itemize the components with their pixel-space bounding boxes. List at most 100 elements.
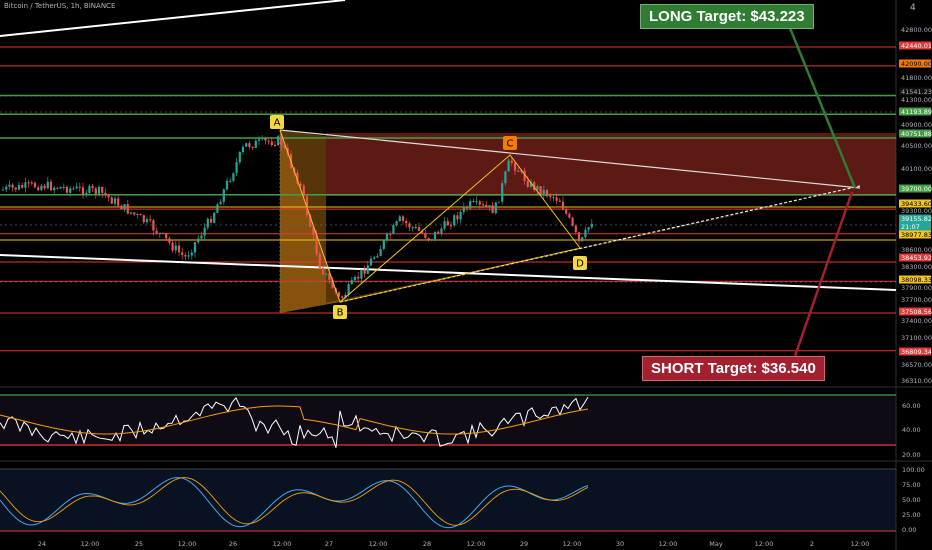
candle-body xyxy=(136,213,139,215)
candle-body xyxy=(485,205,488,208)
stoch-axis-label: 50.00 xyxy=(902,496,921,504)
bd-zone xyxy=(326,188,860,303)
candle-body xyxy=(312,226,315,236)
stoch-axis-label: 100.00 xyxy=(902,466,925,474)
candle-body xyxy=(353,276,357,281)
time-axis-label: 12:00 xyxy=(273,540,292,548)
price-tag-bg xyxy=(899,59,931,68)
candle-body xyxy=(350,280,353,285)
candle-body xyxy=(197,238,200,243)
triangle-bottom xyxy=(339,185,861,303)
candle-body xyxy=(443,221,446,229)
candle-body xyxy=(309,215,312,227)
candle-body xyxy=(145,219,149,223)
point-b-badge xyxy=(333,305,347,319)
price-axis-label: 41193.89 xyxy=(901,108,932,116)
price-axis-label: 42090.00 xyxy=(901,60,932,68)
candle-body xyxy=(88,186,91,193)
candle-body xyxy=(571,217,574,226)
candle-body xyxy=(229,180,232,182)
candle-body xyxy=(513,162,517,171)
candle-body xyxy=(517,170,520,172)
candle-body xyxy=(280,136,283,146)
candle-body xyxy=(8,184,11,187)
candle-body xyxy=(453,215,456,226)
price-tag-bg xyxy=(899,214,931,223)
candle-body xyxy=(5,186,8,190)
price-axis-label: 39700.00 xyxy=(901,185,932,193)
short-target-arrow xyxy=(793,191,854,357)
candle-body xyxy=(481,204,485,206)
candle-body xyxy=(456,215,459,220)
stoch-k-line xyxy=(0,477,589,529)
price-axis-label: 21:07 xyxy=(901,223,920,231)
candle-body xyxy=(555,197,558,201)
point-a-badge xyxy=(270,115,284,129)
candle-body xyxy=(321,267,325,275)
candle-body xyxy=(203,227,206,236)
price-axis-label: 37900.00 xyxy=(901,284,932,292)
candle-body xyxy=(587,227,590,230)
candle-body xyxy=(133,212,136,215)
candle-body xyxy=(408,223,411,228)
lower-trendline xyxy=(0,254,897,291)
candle-body xyxy=(360,269,363,279)
price-axis-label: 36809.34 xyxy=(901,348,932,356)
candle-body xyxy=(469,200,472,209)
price-axis-label: 42440.01 xyxy=(901,42,932,50)
time-axis-label: 30 xyxy=(616,540,624,548)
candle-body xyxy=(168,238,171,243)
candle-body xyxy=(347,284,350,295)
candle-body xyxy=(475,201,478,203)
candle-body xyxy=(174,245,177,251)
candle-body xyxy=(373,257,376,259)
candle-body xyxy=(101,186,104,193)
candle-body xyxy=(129,212,133,214)
candle-body xyxy=(328,273,331,280)
candle-body xyxy=(46,181,49,189)
candle-body xyxy=(472,200,475,202)
candle-body xyxy=(33,182,37,188)
price-tag-bg xyxy=(899,275,931,284)
candle-body xyxy=(49,181,53,191)
price-tag-bg xyxy=(899,87,931,96)
candle-body xyxy=(81,187,85,195)
price-axis-label: 37400.00 xyxy=(901,317,932,325)
price-axis-label: 40900.00 xyxy=(901,121,932,129)
candle-body xyxy=(424,233,427,239)
price-axis-label: 41800.00 xyxy=(901,74,932,82)
price-marker-label: 4 xyxy=(910,3,916,13)
time-axis-label: 2 xyxy=(810,540,814,548)
candle-body xyxy=(427,238,430,240)
candle-body xyxy=(261,137,264,140)
stoch-axis-label: 75.00 xyxy=(902,481,921,489)
candle-body xyxy=(561,201,565,210)
candle-body xyxy=(123,204,126,210)
candle-body xyxy=(161,232,165,234)
candle-body xyxy=(1,189,5,191)
candle-body xyxy=(433,231,437,240)
candle-body xyxy=(222,189,225,202)
candle-body xyxy=(437,231,440,234)
price-tag-bg xyxy=(899,129,931,138)
candle-body xyxy=(193,242,197,253)
candle-body xyxy=(177,245,181,253)
candle-body xyxy=(213,212,216,223)
candle-body xyxy=(529,182,533,187)
time-axis-label: 12:00 xyxy=(563,540,582,548)
candle-body xyxy=(184,254,187,257)
candle-body xyxy=(331,279,334,289)
candle-body xyxy=(238,151,241,163)
pattern-zigzag xyxy=(279,129,581,303)
price-axis-label: 39155.82 xyxy=(901,215,932,223)
candle-body xyxy=(398,216,401,222)
time-axis-label: 24 xyxy=(38,540,46,548)
time-axis-label: 12:00 xyxy=(659,540,678,548)
price-axis-label: 39300.00 xyxy=(901,207,932,215)
rsi-ma-line xyxy=(0,405,589,435)
point-c-badge xyxy=(503,136,517,150)
candle-body xyxy=(552,197,555,199)
price-axis-label: 40751.88 xyxy=(901,130,932,138)
price-tag-bg xyxy=(899,253,931,262)
